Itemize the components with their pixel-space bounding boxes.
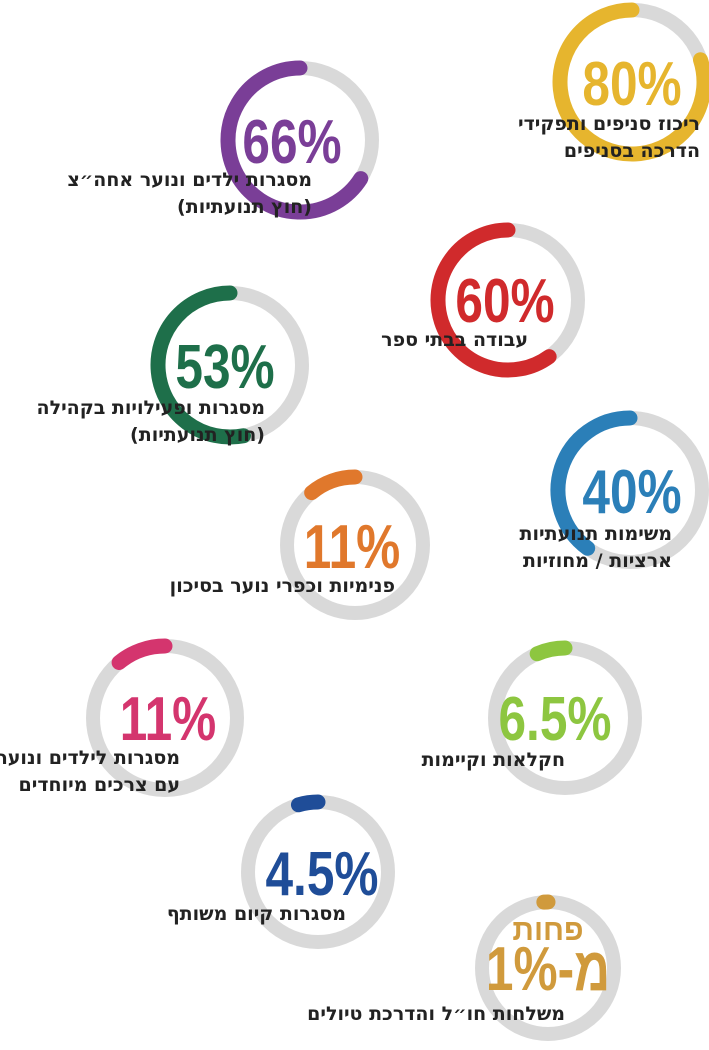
ring-arc: [537, 648, 565, 654]
category-label: מסגרות קיום משותף: [167, 903, 346, 925]
category-label: (חוץ תנועתיות): [130, 424, 265, 446]
category-label: משלחות חו״ל והדרכת טיולים: [307, 1003, 565, 1025]
category-label: ריכוז סניפים ותפקידי: [518, 113, 700, 135]
value-label: 40%: [582, 457, 681, 527]
value-label-prefix: פחות: [512, 914, 583, 947]
category-label: מסגרות לילדים ונוער: [0, 747, 180, 769]
ring-arc: [298, 802, 318, 805]
category-label: הדרכה בסניפים: [564, 140, 700, 162]
category-label: מסגרות ילדים ונוער אחה״צ: [67, 169, 312, 191]
category-label: עם צרכים מיוחדים: [19, 774, 180, 796]
value-label: 66%: [242, 107, 341, 177]
category-label: חקלאות וקיימות: [422, 749, 565, 771]
value-label: 80%: [582, 49, 681, 119]
value-label: 53%: [175, 332, 274, 402]
value-label: 11%: [304, 512, 401, 582]
value-label: 4.5%: [265, 839, 378, 909]
category-label: פנימיות וכפרי נוער בסיכון: [170, 575, 395, 597]
category-label: משימות תנועתיות: [520, 523, 672, 545]
category-label: ארציות / מחוזיות: [523, 550, 672, 572]
value-label: 60%: [455, 266, 554, 336]
category-label: מסגרות ופעילויות בקהילה: [37, 397, 265, 419]
value-label: 11%: [120, 684, 217, 754]
category-label: עבודה בבתי ספר: [381, 329, 528, 351]
category-label: (חוץ תנועתיות): [177, 196, 312, 218]
value-label: 6.5%: [498, 684, 611, 754]
